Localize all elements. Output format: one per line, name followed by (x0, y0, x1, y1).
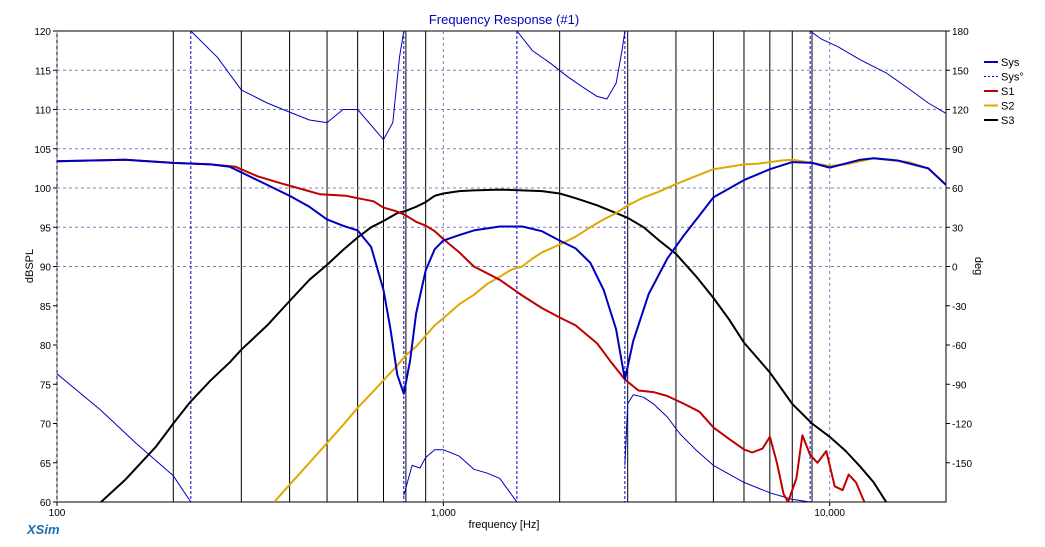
legend: Sys Sys° S1 S2 S3 (984, 57, 1024, 127)
x-tick-label: 100 (49, 508, 66, 519)
y-tick-label: 65 (40, 459, 52, 470)
series-line-sys-phase (403, 449, 518, 502)
series-line-sys-phase (624, 394, 811, 502)
series-layer (57, 31, 946, 502)
legend-entry: S3 (1001, 115, 1014, 127)
series-line-sys-phase (809, 31, 946, 114)
y2-tick-label: 150 (952, 66, 969, 77)
y2-tick-label: -60 (952, 341, 967, 352)
series-line-sys-phase (57, 373, 192, 502)
y2-tick-label: -30 (952, 302, 967, 313)
xsim-logo: XSim (27, 522, 60, 537)
y-tick-label: 60 (40, 498, 52, 509)
x-axis-label: frequency [Hz] (469, 519, 540, 531)
x-tick-label: 1,000 (431, 508, 456, 519)
y-axis-label: dBSPL (24, 249, 36, 283)
y-tick-label: 80 (40, 341, 52, 352)
y-tick-label: 75 (40, 380, 52, 391)
y2-tick-label: 30 (952, 223, 964, 234)
series-line-s1 (57, 158, 866, 502)
y2-tick-label: 180 (952, 27, 969, 38)
series-line-sys-phase (516, 31, 626, 100)
y2-tick-label: 90 (952, 145, 964, 156)
y2-axis-label: deg (972, 257, 984, 275)
y-tick-label: 90 (40, 263, 52, 274)
y-tick-label: 95 (40, 223, 52, 234)
legend-entry: Sys (1001, 57, 1020, 69)
y2-tick-label: -120 (952, 420, 972, 431)
y2-tick-label: -90 (952, 380, 967, 391)
y-tick-label: 85 (40, 302, 52, 313)
legend-entry: S1 (1001, 86, 1014, 98)
y2-axis-ticks: -150 -120 -90 -60 -30 0 30 60 90 120 150 180 (946, 27, 972, 470)
x-axis-ticks: 100 1,000 10,000 (49, 502, 845, 519)
series-line-sys (57, 157, 946, 395)
y-tick-label: 70 (40, 420, 52, 431)
y2-tick-label: 0 (952, 263, 958, 274)
y2-tick-label: -150 (952, 459, 972, 470)
vertical-markers (190, 31, 811, 502)
y-tick-label: 105 (34, 145, 51, 156)
y-tick-label: 100 (34, 184, 51, 195)
y2-tick-label: 120 (952, 106, 969, 117)
y-tick-label: 115 (35, 66, 51, 77)
x-tick-label: 10,000 (814, 508, 845, 519)
y-tick-label: 120 (34, 27, 51, 38)
series-line-sys-phase (190, 31, 405, 141)
legend-entry: Sys° (1001, 72, 1024, 84)
y-tick-label: 110 (35, 106, 51, 117)
y-axis-ticks: 60 65 70 75 80 85 90 95 100 105 110 115 120 (34, 27, 57, 509)
series-line-s3 (100, 188, 888, 502)
y2-tick-label: 60 (952, 184, 964, 195)
chart-title: Frequency Response (#1) (429, 12, 579, 27)
legend-entry: S2 (1001, 101, 1014, 113)
